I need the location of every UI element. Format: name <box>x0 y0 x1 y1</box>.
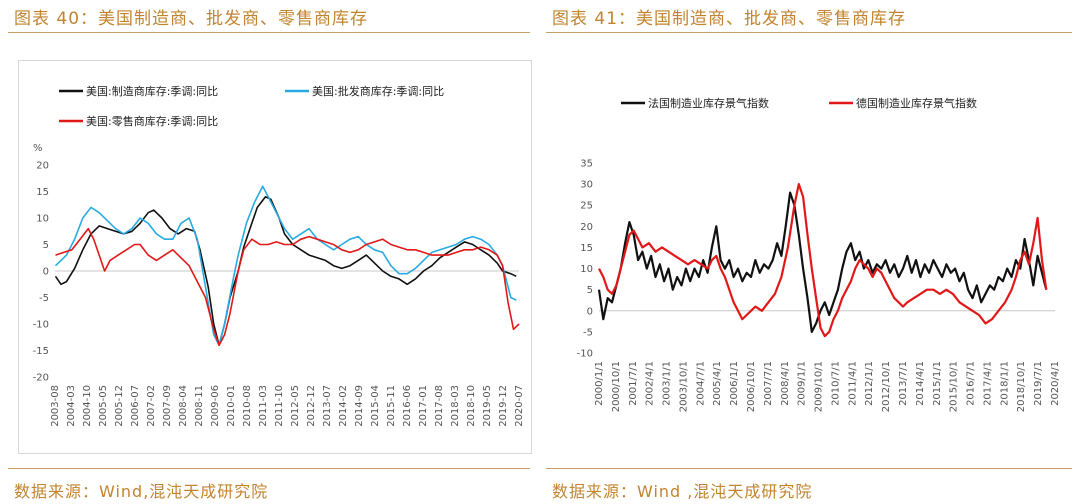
right-x-tick-label: 2001/7/1 <box>628 361 639 406</box>
right-figure-title: 图表 41：美国制造商、批发商、零售商库存 <box>552 9 907 29</box>
left-x-tick-label: 2019-05 <box>482 385 493 427</box>
right-x-tick-label: 2019/7/1 <box>1033 361 1044 406</box>
right-x-tick-label: 2006/1/1 <box>729 361 740 406</box>
left-data-source: 数据来源：Wind,混沌天成研究院 <box>14 482 269 501</box>
right-x-tick-label: 2010/7/1 <box>830 361 841 406</box>
left-x-tick-label: 2007-02 <box>146 385 157 427</box>
right-x-tick-label: 2003/10/1 <box>678 361 689 412</box>
right-y-tick-label: -10 <box>577 349 593 360</box>
right-x-tick-label: 2005/4/1 <box>712 361 723 406</box>
left-x-tick-label: 2007-09 <box>162 385 173 427</box>
left-x-tick-label: 2012-12 <box>306 385 317 427</box>
right-x-tick-label: 2018/1/1 <box>999 361 1010 406</box>
left-y-tick-label: 15 <box>36 187 49 198</box>
left-legend-label-2: 美国:批发商库存:季调:同比 <box>312 84 444 98</box>
right-x-tick-label: 2008/4/1 <box>780 361 791 406</box>
right-y-tick-label: 10 <box>580 264 593 275</box>
right-x-tick-label: 2018/10/1 <box>1016 361 1027 412</box>
right-y-tick-label: 30 <box>580 180 593 191</box>
right-x-tick-label: 2014/4/1 <box>915 361 926 406</box>
right-x-tick-label: 2000/10/1 <box>611 361 622 412</box>
left-x-tick-label: 2009-06 <box>210 385 221 427</box>
right-x-tick-label: 2012/10/1 <box>881 361 892 412</box>
right-chart-frame: -10 -5 0 5 10 15 20 25 30 35 2000/1/1 2000/10/1 2001… <box>556 60 1070 454</box>
left-series-line-2 <box>54 185 517 346</box>
left-x-tick-label: 2006-07 <box>130 385 141 427</box>
right-x-tick-label: 2015/10/1 <box>949 361 960 412</box>
right-x-tick-label: 2017/4/1 <box>982 361 993 406</box>
right-x-tick-label: 2004/7/1 <box>695 361 706 406</box>
left-series-line-3 <box>55 227 520 346</box>
left-y-tick-label: -20 <box>33 373 49 384</box>
left-x-tick-label: 2008-11 <box>194 385 205 427</box>
right-x-tick-label: 2020/4/1 <box>1050 361 1061 406</box>
right-legend-label-1: 法国制造业库存景气指数 <box>648 96 769 110</box>
right-x-tick-label: 2012/1/1 <box>864 361 875 406</box>
left-x-tick-label: 2020-07 <box>514 385 525 427</box>
left-x-tick-label: 2004-03 <box>66 385 77 427</box>
left-x-tick-label: 2013-07 <box>322 385 333 427</box>
right-y-tick-label: 25 <box>580 201 593 212</box>
right-x-tick-label: 2007/7/1 <box>763 361 774 406</box>
left-x-tick-label: 2019-12 <box>498 385 509 427</box>
right-x-tick-label: 2009/1/1 <box>797 361 808 406</box>
right-x-tick-label: 2013/7/1 <box>898 361 909 406</box>
left-y-tick-label: 0 <box>43 267 49 278</box>
left-x-tick-label: 2015-04 <box>370 385 381 427</box>
right-x-tick-label: 2009/10/1 <box>814 361 825 412</box>
left-x-tick-label: 2017-01 <box>418 385 429 427</box>
right-x-tick-label: 2011/4/1 <box>847 361 858 406</box>
left-source-rule <box>8 468 530 469</box>
right-y-tick-label: -5 <box>583 327 593 338</box>
right-source-rule <box>546 468 1072 469</box>
left-x-tick-label: 2010-08 <box>242 385 253 427</box>
left-x-tick-label: 2012-05 <box>290 385 301 427</box>
left-x-tick-label: 2014-09 <box>354 385 365 427</box>
right-y-tick-label: 5 <box>587 285 593 296</box>
left-x-tick-label: 2017-08 <box>434 385 445 427</box>
left-y-tick-label: 20 <box>36 161 49 172</box>
left-x-tick-label: 2003-08 <box>50 385 61 427</box>
left-y-tick-label: -10 <box>33 320 49 331</box>
left-legend-label-3: 美国:零售商库存:季调:同比 <box>86 114 218 128</box>
right-title-rule <box>546 32 1072 33</box>
left-x-tick-label: 2011-03 <box>258 385 269 427</box>
left-figure-title: 图表 40：美国制造商、批发商、零售商库存 <box>14 9 369 29</box>
right-y-tick-label: 35 <box>580 159 593 170</box>
left-x-tick-label: 2005-05 <box>98 385 109 427</box>
right-x-tick-label: 2015/1/1 <box>932 361 943 406</box>
right-y-tick-label: 20 <box>580 222 593 233</box>
right-y-tick-label: 0 <box>587 306 593 317</box>
left-x-tick-label: 2008-04 <box>178 385 189 427</box>
right-x-tick-label: 2006/10/1 <box>746 361 757 412</box>
left-y-tick-label: -15 <box>33 346 49 357</box>
left-legend-label-1: 美国:制造商库存:季调:同比 <box>86 84 218 98</box>
right-chart: -10 -5 0 5 10 15 20 25 30 35 2000/1/1 2000/10/1 2001… <box>577 96 1061 412</box>
left-x-tick-label: 2016-06 <box>402 385 413 427</box>
right-series-line-1 <box>597 191 1048 333</box>
left-unit-label: % <box>33 143 43 154</box>
right-x-tick-label: 2000/1/1 <box>594 361 605 406</box>
right-y-tick-label: 15 <box>580 243 593 254</box>
left-x-tick-label: 2010-01 <box>226 385 237 427</box>
left-chart-frame: -20 -15 -10 -5 0 5 10 15 20% 2003-08 2004-03 2004-1… <box>18 60 532 454</box>
left-y-tick-label: -5 <box>39 293 49 304</box>
right-data-source: 数据来源：Wind ,混沌天成研究院 <box>552 482 813 501</box>
left-x-tick-label: 2015-11 <box>386 385 397 427</box>
left-x-tick-label: 2014-02 <box>338 385 349 427</box>
left-chart: -20 -15 -10 -5 0 5 10 15 20% 2003-08 2004-03 2004-1… <box>33 84 525 427</box>
left-x-tick-label: 2011-10 <box>274 385 285 427</box>
left-y-tick-label: 10 <box>36 214 49 225</box>
left-y-tick-label: 5 <box>43 240 49 251</box>
right-x-tick-label: 2003/1/1 <box>662 361 673 406</box>
left-x-tick-label: 2018-10 <box>466 385 477 427</box>
left-title-rule <box>8 32 530 33</box>
right-series-line-2 <box>598 183 1048 338</box>
right-x-tick-label: 2016/7/1 <box>966 361 977 406</box>
right-x-tick-label: 2002/4/1 <box>645 361 656 406</box>
left-x-tick-label: 2005-12 <box>114 385 125 427</box>
left-x-tick-label: 2018-03 <box>450 385 461 427</box>
right-legend-label-2: 德国制造业库存景气指数 <box>856 96 977 110</box>
left-x-tick-label: 2004-10 <box>82 385 93 427</box>
